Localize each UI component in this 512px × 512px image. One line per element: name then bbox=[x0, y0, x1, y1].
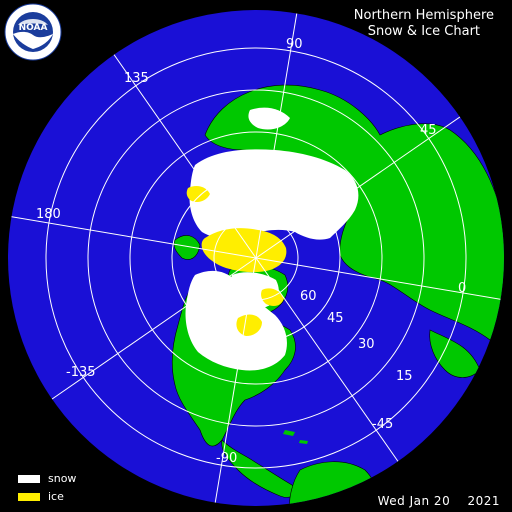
chart-title: Northern Hemisphere Snow & Ice Chart bbox=[354, 8, 494, 40]
lon-label-0: 0 bbox=[458, 281, 466, 296]
lon-label-45: 45 bbox=[420, 123, 437, 138]
ice-okhotsk bbox=[186, 186, 210, 202]
lat-circle-75 bbox=[213, 215, 299, 301]
lat-label-30: 30 bbox=[358, 337, 375, 352]
ice-baffin bbox=[261, 288, 284, 306]
land-alaska bbox=[173, 235, 201, 260]
sea-ice bbox=[186, 186, 287, 336]
logo-text: NOAA bbox=[19, 23, 48, 33]
land-caribbean bbox=[283, 430, 308, 444]
legend-snow: snow bbox=[18, 472, 76, 485]
lon-label-minus-90: -90 bbox=[216, 451, 237, 466]
title-line-2: Snow & Ice Chart bbox=[367, 24, 481, 39]
lat-circle-45 bbox=[129, 131, 383, 385]
meridian-0 bbox=[255, 257, 504, 301]
snow-siberia bbox=[189, 149, 359, 240]
ice-hudson bbox=[236, 314, 262, 336]
lat-circle-30 bbox=[87, 89, 425, 427]
latitude-labels: 60 45 30 15 bbox=[300, 289, 413, 384]
lon-label-180: 180 bbox=[36, 207, 61, 222]
meridian-minus-45 bbox=[255, 257, 405, 471]
snow-canada bbox=[185, 270, 287, 371]
meridian-45 bbox=[255, 109, 471, 259]
lon-label-minus-135: -135 bbox=[66, 365, 96, 380]
land-africa-tip bbox=[429, 329, 481, 378]
lat-circle-15 bbox=[45, 47, 467, 469]
lat-label-60: 60 bbox=[300, 289, 317, 304]
meridian-135 bbox=[107, 45, 257, 259]
snow-cover bbox=[185, 107, 359, 371]
ice-arctic bbox=[201, 228, 287, 273]
lat-label-45: 45 bbox=[327, 311, 344, 326]
lon-label-minus-45: -45 bbox=[372, 417, 393, 432]
chart-date: Wed Jan 20 2021 bbox=[377, 494, 500, 508]
meridian-90 bbox=[255, 10, 299, 259]
lat-label-15: 15 bbox=[396, 369, 413, 384]
snow-swatch bbox=[18, 475, 40, 483]
graticule bbox=[8, 10, 504, 506]
snow-europe bbox=[248, 107, 290, 130]
meridian-180 bbox=[8, 215, 257, 259]
meridian-minus-90 bbox=[213, 257, 257, 506]
noaa-logo: NOAA bbox=[4, 3, 62, 61]
longitude-labels: 90 135 45 180 0 -135 -45 -90 bbox=[36, 37, 466, 466]
legend-snow-label: snow bbox=[48, 472, 77, 485]
lon-label-90: 90 bbox=[286, 37, 303, 52]
lat-circle-60 bbox=[171, 173, 341, 343]
land-south-america bbox=[289, 461, 377, 506]
lon-label-135: 135 bbox=[124, 71, 149, 86]
legend-ice-label: ice bbox=[48, 490, 64, 503]
ice-swatch bbox=[18, 493, 40, 501]
title-line-1: Northern Hemisphere bbox=[353, 8, 494, 23]
meridian-minus-135 bbox=[41, 257, 257, 407]
legend-ice: ice bbox=[18, 490, 64, 503]
